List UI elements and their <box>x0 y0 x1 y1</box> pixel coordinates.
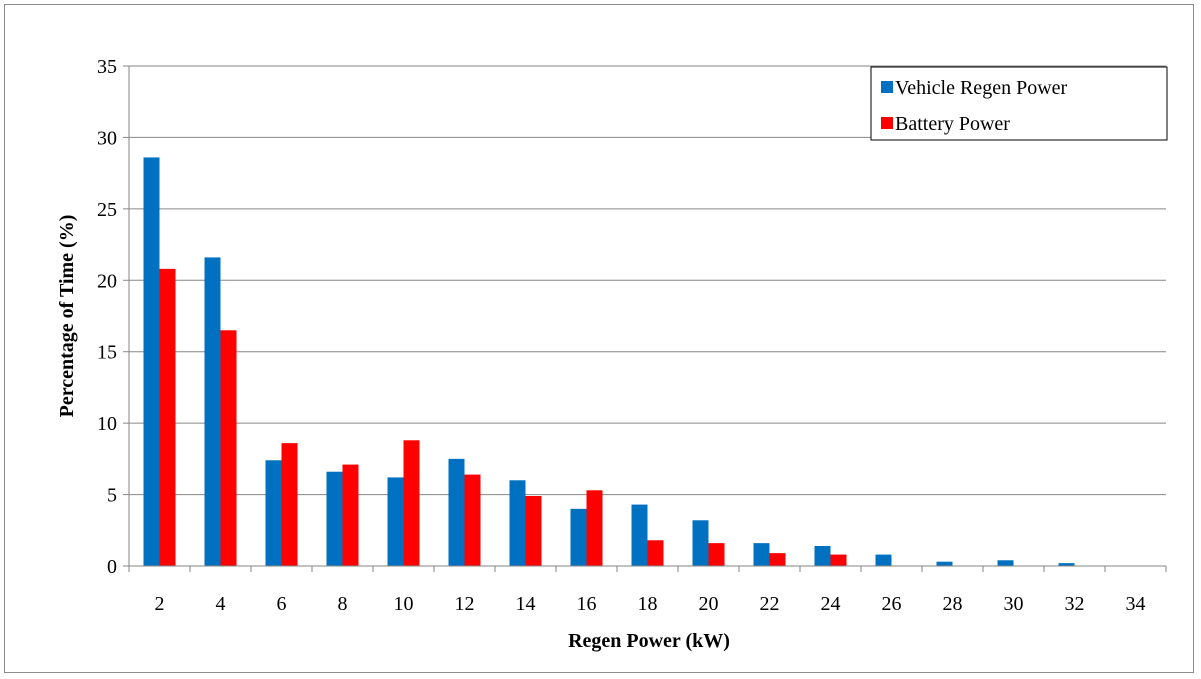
y-tick-labels: 0 5 10 15 20 25 30 35 <box>97 56 117 578</box>
bar-battery-power <box>220 330 237 566</box>
x-tick-labels: 2 4 6 8 10 12 14 16 18 20 22 24 26 28 30 32 34 <box>155 593 1146 615</box>
bar-vehicle-regen-power <box>814 546 831 566</box>
bar-vehicle-regen-power <box>631 504 648 566</box>
bar-vehicle-regen-power <box>265 460 282 566</box>
bar-vehicle-regen-power <box>387 477 404 566</box>
bar-vehicle-regen-power <box>1058 563 1075 566</box>
bar-battery-power <box>342 464 359 566</box>
bar-vehicle-regen-power <box>509 480 526 566</box>
x-tick-label: 6 <box>277 593 287 615</box>
legend-box <box>870 66 1168 141</box>
y-tick-label: 0 <box>107 556 117 578</box>
y-tick-label: 10 <box>97 413 117 435</box>
x-tick-label: 12 <box>455 593 475 615</box>
x-axis-title: Regen Power (kW) <box>568 630 730 652</box>
x-tick-label: 22 <box>760 593 780 615</box>
x-tick-label: 14 <box>516 593 536 615</box>
bar-vehicle-regen-power <box>570 508 587 566</box>
x-tick-label: 24 <box>821 593 841 615</box>
bar-battery-power <box>586 490 603 566</box>
legend: Vehicle Regen Power Battery Power <box>870 66 1168 141</box>
y-tick-label: 5 <box>107 485 117 507</box>
axes <box>123 65 1167 572</box>
bar-battery-power <box>464 474 481 566</box>
legend-swatch-vehicle-regen-power <box>881 81 893 93</box>
bar-vehicle-regen-power <box>326 471 343 566</box>
x-tick-label: 16 <box>577 593 597 615</box>
bar-vehicle-regen-power <box>997 560 1014 566</box>
x-tick-label: 30 <box>1004 593 1024 615</box>
legend-label-vehicle-regen-power: Vehicle Regen Power <box>895 77 1068 99</box>
x-tick-label: 18 <box>638 593 658 615</box>
bar-battery-power <box>830 554 847 566</box>
bar-battery-power <box>647 540 664 566</box>
bar-battery-power <box>281 443 298 566</box>
legend-label-battery-power: Battery Power <box>895 113 1010 135</box>
x-tick-label: 34 <box>1126 593 1146 615</box>
y-tick-label: 25 <box>97 199 117 221</box>
bar-battery-power <box>525 496 542 566</box>
x-tick-label: 20 <box>699 593 719 615</box>
bars <box>143 157 1075 566</box>
bar-vehicle-regen-power <box>448 458 465 566</box>
x-tick-label: 26 <box>882 593 902 615</box>
x-tick-label: 28 <box>943 593 963 615</box>
bar-battery-power <box>708 543 725 566</box>
bar-vehicle-regen-power <box>692 520 709 566</box>
bar-battery-power <box>769 553 786 566</box>
bar-vehicle-regen-power <box>875 554 892 566</box>
bar-battery-power <box>403 440 420 566</box>
x-tick-label: 2 <box>155 593 165 615</box>
x-tick-label: 10 <box>394 593 414 615</box>
bar-vehicle-regen-power <box>936 561 953 566</box>
bar-vehicle-regen-power <box>753 543 770 566</box>
y-tick-label: 30 <box>97 127 117 149</box>
bar-vehicle-regen-power <box>143 157 160 566</box>
bar-vehicle-regen-power <box>204 257 221 566</box>
y-tick-label: 35 <box>97 56 117 78</box>
x-tick-label: 8 <box>338 593 348 615</box>
bar-battery-power <box>159 268 176 566</box>
y-tick-label: 20 <box>97 270 117 292</box>
x-tick-label: 4 <box>216 593 226 615</box>
y-tick-label: 15 <box>97 342 117 364</box>
x-tick-label: 32 <box>1065 593 1085 615</box>
legend-swatch-battery-power <box>881 117 893 129</box>
y-axis-title: Percentage of Time (%) <box>56 215 78 418</box>
